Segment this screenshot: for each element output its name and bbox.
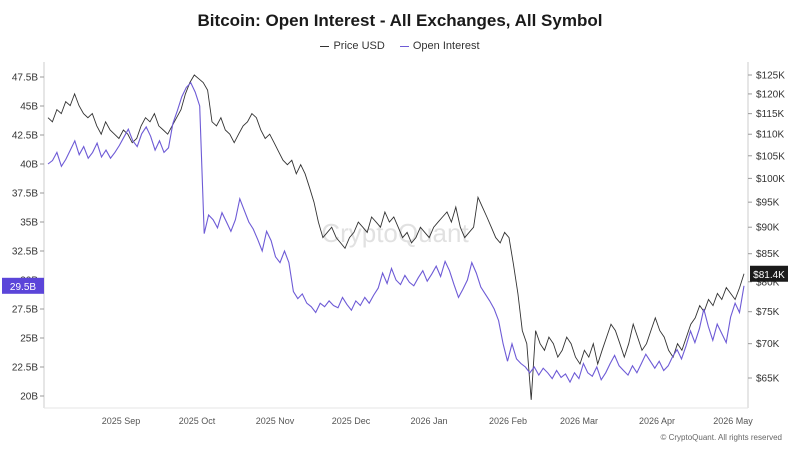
- left-tick-label: 22.5B: [12, 363, 38, 374]
- right-tick-label: $80K: [756, 277, 780, 288]
- legend-label-open-interest: Open Interest: [412, 40, 480, 53]
- right-tick-label: $85K: [756, 249, 780, 260]
- copyright-text: © CryptoQuant. All rights reserved: [660, 433, 783, 442]
- right-tick-label: $105K: [756, 151, 785, 162]
- left-tick-label: 42.5B: [12, 131, 38, 142]
- x-tick-label: 2026 Feb: [489, 416, 527, 426]
- series-line-open-interest: [47, 81, 745, 384]
- right-current-label: $81.4K: [753, 270, 785, 281]
- right-tick-label: $95K: [756, 198, 780, 209]
- left-tick-label: 37.5B: [12, 189, 38, 200]
- right-tick-label: $65K: [756, 374, 780, 385]
- right-tick-label: $70K: [756, 339, 780, 350]
- right-current-value-marker: $81.4K: [750, 265, 788, 282]
- left-tick-label: 47.5B: [12, 73, 38, 84]
- right-tick-label: $90K: [756, 223, 780, 234]
- legend-item-open-interest[interactable]: Open Interest: [399, 40, 480, 53]
- legend-swatch-price: [320, 45, 330, 47]
- left-current-badge: [2, 277, 44, 294]
- right-tick-label: $75K: [756, 307, 780, 318]
- right-axis: $125K $120K $115K $110K $105K $100K $95K $90K $8…: [748, 71, 785, 385]
- legend-label-price: Price USD: [333, 40, 385, 53]
- x-axis: 2025 Sep 2025 Oct 2025 Nov 2025 Dec 2026 Jan…: [102, 416, 754, 426]
- x-tick-label: 2025 Sep: [102, 416, 141, 426]
- left-tick-label: 35B: [20, 218, 38, 229]
- x-tick-label: 2025 Dec: [332, 416, 371, 426]
- left-tick-label: 27.5B: [12, 305, 38, 316]
- chart-legend: Price USD Open Interest: [0, 38, 800, 52]
- left-current-value-marker: 29.5B: [2, 277, 44, 294]
- right-tick-label: $115K: [756, 109, 785, 120]
- right-tick-label: $100K: [756, 174, 785, 185]
- right-tick-label: $125K: [756, 71, 785, 82]
- right-tick-label: $120K: [756, 89, 785, 100]
- left-tick-label: 32.5B: [12, 247, 38, 258]
- x-tick-label: 2026 Mar: [560, 416, 598, 426]
- right-current-badge: [750, 265, 788, 282]
- x-tick-label: 2026 Apr: [639, 416, 675, 426]
- legend-item-price[interactable]: Price USD: [320, 40, 385, 53]
- right-tick-label: $110K: [756, 130, 785, 141]
- left-axis: 47.5B45B42.5B40B37.5B35B32.5B30B27.5B25B…: [12, 73, 44, 403]
- left-tick-label: 20B: [20, 392, 38, 403]
- left-current-label: 29.5B: [10, 282, 36, 293]
- left-tick-label: 45B: [20, 102, 38, 113]
- chart-title: Bitcoin: Open Interest - All Exchanges, …: [197, 11, 603, 30]
- x-tick-label: 2025 Oct: [179, 416, 216, 426]
- watermark-text: CryptoQuant: [321, 218, 469, 248]
- x-tick-label: 2026 May: [713, 416, 753, 426]
- left-tick-label: 40B: [20, 160, 38, 171]
- left-tick-label: 25B: [20, 334, 38, 345]
- series-line-price-usd: [47, 74, 745, 400]
- x-tick-label: 2026 Jan: [410, 416, 447, 426]
- legend-swatch-open-interest: [399, 45, 409, 47]
- x-tick-label: 2025 Nov: [256, 416, 295, 426]
